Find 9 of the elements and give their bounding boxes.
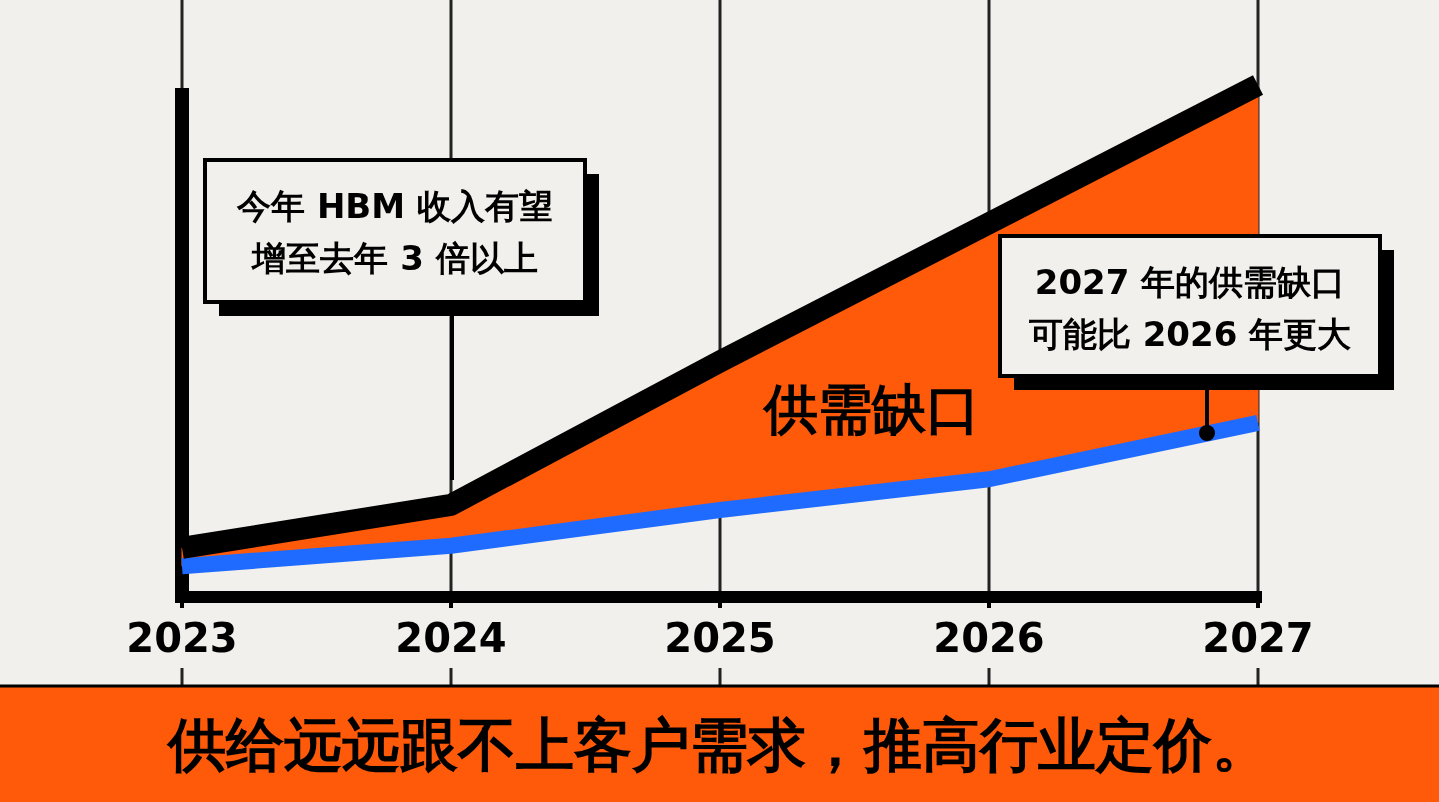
x-tick-label: 2024 bbox=[395, 615, 507, 661]
annotation: 今年 HBM 收入有望增至去年 3 倍以上 bbox=[236, 186, 553, 278]
x-tick-label: 2023 bbox=[126, 615, 238, 661]
x-tick-label: 2026 bbox=[933, 615, 1045, 661]
annotation: 供需缺口 bbox=[762, 378, 980, 441]
x-tick-label: 2025 bbox=[664, 615, 776, 661]
annotation: 2027 年的供需缺口可能比 2026 年更大 bbox=[1027, 262, 1352, 354]
x-tick-label: 2027 bbox=[1202, 615, 1314, 661]
text: 供给远远跟不上客户需求，推高行业定价。 bbox=[166, 711, 1270, 779]
